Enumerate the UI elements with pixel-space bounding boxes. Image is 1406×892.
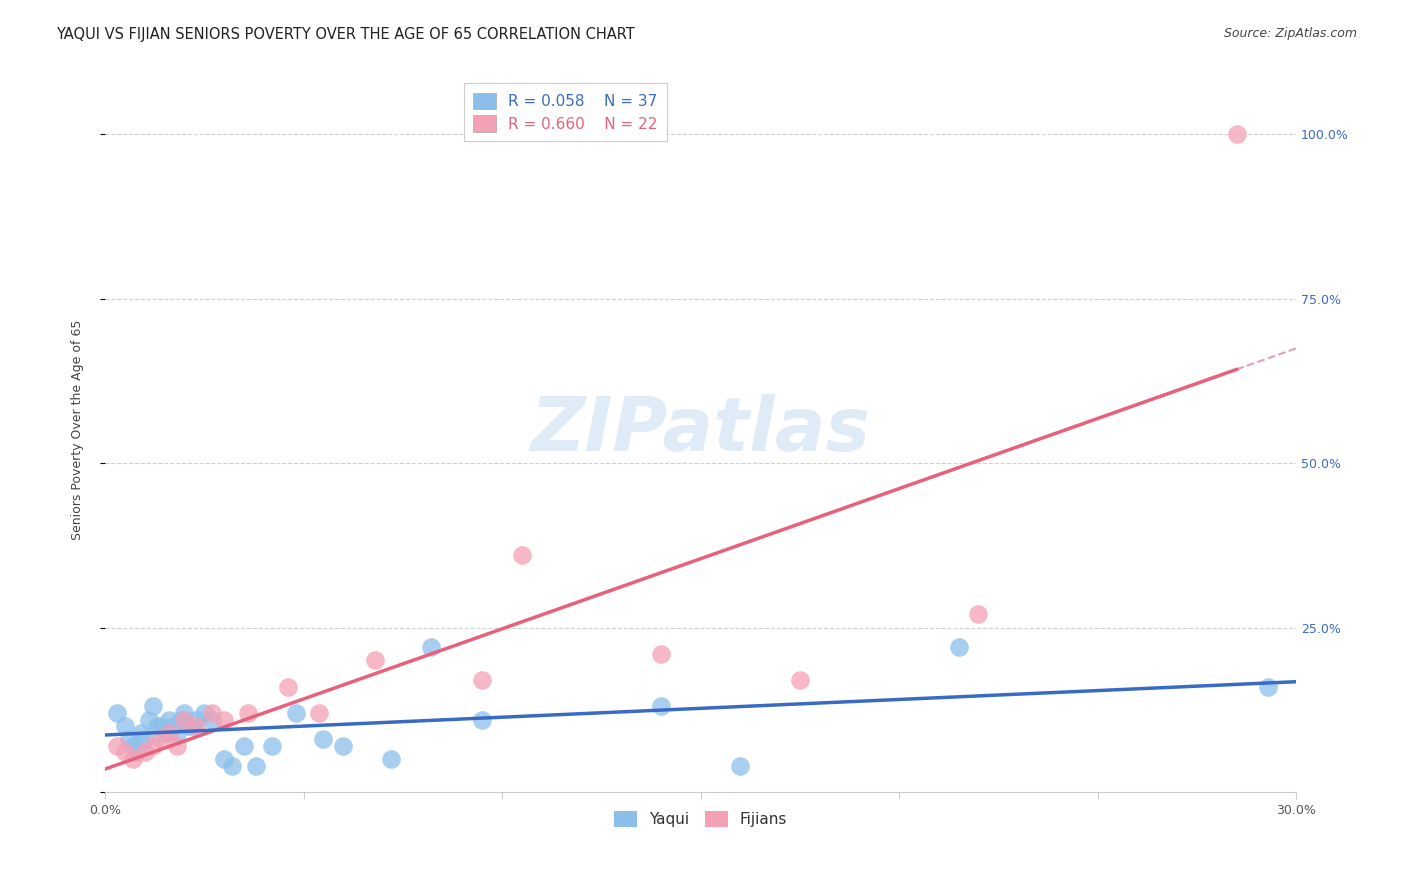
Point [129, 725, 152, 739]
Y-axis label: Seniors Poverty Over the Age of 65: Seniors Poverty Over the Age of 65 [72, 320, 84, 541]
Point [177, 719, 200, 733]
Point [308, 706, 330, 720]
Point [419, 640, 441, 655]
Point [162, 719, 184, 733]
Text: Source: ZipAtlas.com: Source: ZipAtlas.com [1223, 27, 1357, 40]
Point [173, 713, 195, 727]
Point [245, 758, 267, 772]
Point [173, 706, 195, 720]
Point [169, 713, 191, 727]
Point [142, 699, 165, 714]
Point [650, 647, 672, 661]
Point [1225, 128, 1247, 142]
Point [186, 719, 208, 733]
Point [134, 746, 156, 760]
Point [312, 732, 335, 747]
Point [153, 725, 176, 739]
Point [145, 719, 167, 733]
Point [364, 653, 387, 667]
Point [193, 706, 215, 720]
Point [277, 680, 299, 694]
Text: ZIPatlas: ZIPatlas [530, 393, 870, 467]
Point [260, 739, 283, 753]
Point [125, 746, 148, 760]
Point [212, 713, 235, 727]
Point [650, 699, 672, 714]
Point [134, 732, 156, 747]
Point [121, 752, 143, 766]
Point [138, 713, 160, 727]
Point [233, 739, 256, 753]
Point [510, 548, 533, 562]
Point [149, 732, 172, 747]
Point [789, 673, 811, 688]
Point [212, 752, 235, 766]
Point [157, 713, 180, 727]
Point [221, 758, 243, 772]
Point [1257, 680, 1279, 694]
Point [471, 713, 494, 727]
Point [236, 706, 259, 720]
Point [201, 706, 224, 720]
Text: YAQUI VS FIJIAN SENIORS POVERTY OVER THE AGE OF 65 CORRELATION CHART: YAQUI VS FIJIAN SENIORS POVERTY OVER THE… [56, 27, 636, 42]
Point [121, 739, 143, 753]
Point [105, 739, 128, 753]
Point [186, 713, 208, 727]
Legend: Yaqui, Fijians: Yaqui, Fijians [606, 803, 794, 835]
Point [967, 607, 990, 622]
Point [118, 732, 141, 747]
Point [157, 725, 180, 739]
Point [380, 752, 402, 766]
Point [948, 640, 970, 655]
Point [201, 713, 224, 727]
Point [149, 719, 172, 733]
Point [166, 739, 188, 753]
Point [730, 758, 752, 772]
Point [142, 739, 165, 753]
Point [105, 706, 128, 720]
Point [332, 739, 354, 753]
Point [114, 719, 136, 733]
Point [114, 746, 136, 760]
Point [284, 706, 307, 720]
Point [471, 673, 494, 688]
Point [166, 725, 188, 739]
Point [181, 719, 204, 733]
